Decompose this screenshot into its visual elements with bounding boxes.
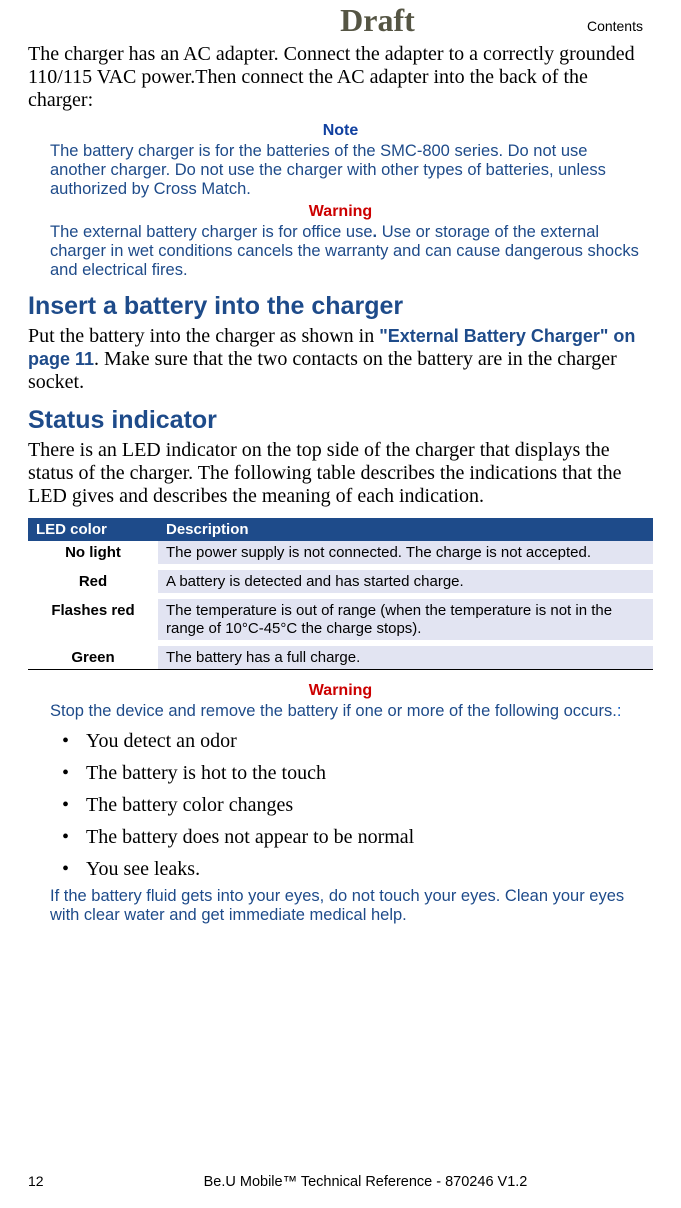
- list-item: The battery color changes: [64, 791, 653, 820]
- warning1-heading: Warning: [28, 203, 653, 221]
- cell-led-desc: The temperature is out of range (when th…: [158, 599, 653, 640]
- page-footer: 12 Be.U Mobile™ Technical Reference - 87…: [0, 1173, 681, 1190]
- list-item: You see leaks.: [64, 855, 653, 884]
- section-status-heading: Status indicator: [28, 406, 653, 435]
- contents-link[interactable]: Contents: [587, 18, 653, 34]
- cell-led-desc: A battery is detected and has started ch…: [158, 570, 653, 593]
- intro-paragraph: The charger has an AC adapter. Connect t…: [28, 43, 653, 112]
- section-insert-heading: Insert a battery into the charger: [28, 292, 653, 321]
- cell-led-label: Flashes red: [28, 599, 158, 640]
- insert-post: . Make sure that the two contacts on the…: [28, 348, 617, 393]
- cell-led-label: No light: [28, 541, 158, 564]
- insert-pre: Put the battery into the charger as show…: [28, 325, 379, 347]
- colon: :: [617, 702, 622, 720]
- warning2-heading: Warning: [28, 682, 653, 700]
- note-body: The battery charger is for the batteries…: [50, 142, 647, 199]
- list-item: The battery is hot to the touch: [64, 759, 653, 788]
- cell-led-label: Green: [28, 646, 158, 669]
- col-header-desc: Description: [158, 518, 653, 541]
- section-insert-para: Put the battery into the charger as show…: [28, 325, 653, 394]
- warning2-text: Stop the device and remove the battery i…: [50, 702, 617, 720]
- table-rule: [28, 669, 653, 670]
- draft-watermark: Draft: [168, 2, 587, 39]
- table-row: No light The power supply is not connect…: [28, 541, 653, 564]
- page-header: Draft Contents: [28, 0, 653, 39]
- cell-led-desc: The battery has a full charge.: [158, 646, 653, 669]
- list-item: The battery does not appear to be normal: [64, 823, 653, 852]
- warning2-closing: If the battery fluid gets into your eyes…: [50, 887, 647, 925]
- warning1-pre: The external battery charger is for offi…: [50, 223, 373, 241]
- cell-led-desc: The power supply is not connected. The c…: [158, 541, 653, 564]
- led-status-table: LED color Description No light The power…: [28, 518, 653, 669]
- table-row: Flashes red The temperature is out of ra…: [28, 599, 653, 640]
- warning1-body: The external battery charger is for offi…: [50, 223, 647, 280]
- cell-led-label: Red: [28, 570, 158, 593]
- warning2-body: Stop the device and remove the battery i…: [50, 702, 647, 721]
- col-header-led: LED color: [28, 518, 158, 541]
- table-row: Green The battery has a full charge.: [28, 646, 653, 669]
- footer-title: Be.U Mobile™ Technical Reference - 87024…: [78, 1174, 653, 1190]
- section-status-para: There is an LED indicator on the top sid…: [28, 439, 653, 508]
- note-heading: Note: [28, 122, 653, 140]
- warning2-bullet-list: You detect an odor The battery is hot to…: [64, 727, 653, 884]
- table-header-row: LED color Description: [28, 518, 653, 541]
- page-number: 12: [28, 1173, 78, 1189]
- list-item: You detect an odor: [64, 727, 653, 756]
- table-row: Red A battery is detected and has starte…: [28, 570, 653, 593]
